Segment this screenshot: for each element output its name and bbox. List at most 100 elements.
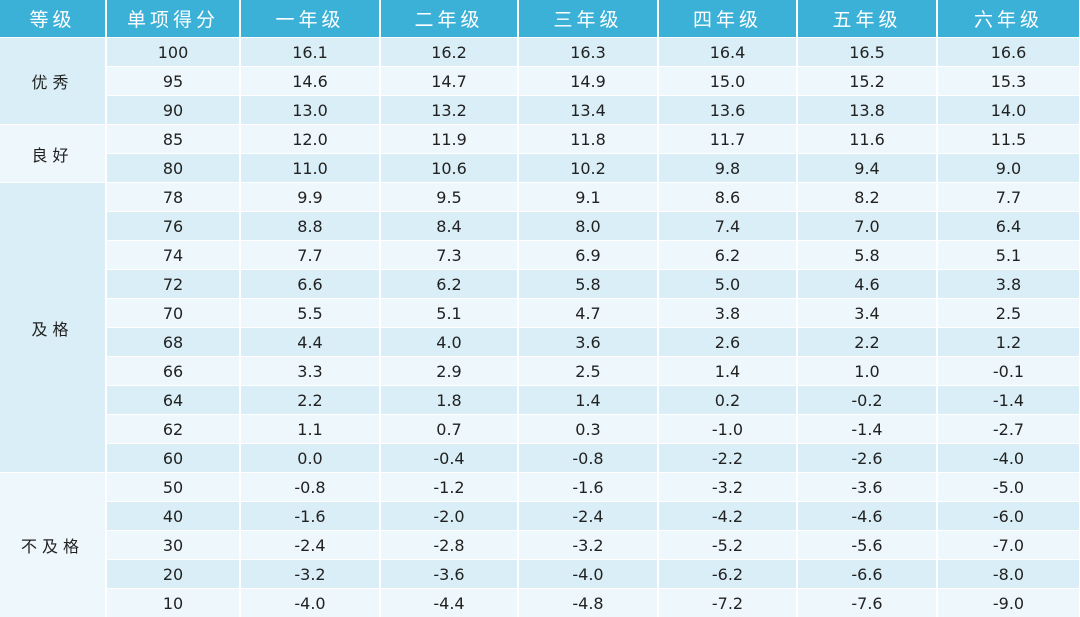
- value-cell: -2.0: [380, 502, 518, 531]
- value-cell: 16.2: [380, 38, 518, 67]
- value-cell: 15.0: [658, 67, 797, 96]
- value-cell: -0.1: [937, 357, 1080, 386]
- value-cell: 9.9: [240, 183, 380, 212]
- value-cell: -3.2: [240, 560, 380, 589]
- value-cell: 4.7: [518, 299, 658, 328]
- value-cell: 0.0: [240, 444, 380, 473]
- value-cell: 13.4: [518, 96, 658, 125]
- value-cell: 5.1: [380, 299, 518, 328]
- value-cell: 12.0: [240, 125, 380, 154]
- value-cell: -1.2: [380, 473, 518, 502]
- value-cell: 11.5: [937, 125, 1080, 154]
- score-cell: 74: [106, 241, 240, 270]
- value-cell: 16.1: [240, 38, 380, 67]
- value-cell: -2.8: [380, 531, 518, 560]
- value-cell: 2.5: [518, 357, 658, 386]
- value-cell: -6.2: [658, 560, 797, 589]
- column-header: 一年级: [240, 0, 380, 38]
- value-cell: -4.0: [937, 444, 1080, 473]
- score-cell: 64: [106, 386, 240, 415]
- value-cell: -0.8: [518, 444, 658, 473]
- value-cell: -7.6: [797, 589, 937, 617]
- value-cell: 8.2: [797, 183, 937, 212]
- value-cell: -0.4: [380, 444, 518, 473]
- value-cell: -3.2: [658, 473, 797, 502]
- value-cell: 8.8: [240, 212, 380, 241]
- value-cell: 5.8: [518, 270, 658, 299]
- value-cell: -7.2: [658, 589, 797, 617]
- value-cell: 1.1: [240, 415, 380, 444]
- value-cell: 15.2: [797, 67, 937, 96]
- value-cell: 5.8: [797, 241, 937, 270]
- value-cell: 13.0: [240, 96, 380, 125]
- value-cell: 16.6: [937, 38, 1080, 67]
- value-cell: -2.4: [240, 531, 380, 560]
- grade-label: 良好: [0, 125, 106, 183]
- score-cell: 20: [106, 560, 240, 589]
- value-cell: -4.0: [240, 589, 380, 617]
- value-cell: -5.2: [658, 531, 797, 560]
- value-cell: -1.0: [658, 415, 797, 444]
- value-cell: -4.8: [518, 589, 658, 617]
- value-cell: 10.6: [380, 154, 518, 183]
- table-row: 20-3.2-3.6-4.0-6.2-6.6-8.0: [0, 560, 1080, 589]
- value-cell: 1.0: [797, 357, 937, 386]
- value-cell: 16.5: [797, 38, 937, 67]
- score-cell: 76: [106, 212, 240, 241]
- value-cell: 3.8: [658, 299, 797, 328]
- value-cell: 2.6: [658, 328, 797, 357]
- table-row: 30-2.4-2.8-3.2-5.2-5.6-7.0: [0, 531, 1080, 560]
- grade-label: 及格: [0, 183, 106, 473]
- table-row: 40-1.6-2.0-2.4-4.2-4.6-6.0: [0, 502, 1080, 531]
- value-cell: 7.0: [797, 212, 937, 241]
- value-cell: 10.2: [518, 154, 658, 183]
- value-cell: -1.4: [937, 386, 1080, 415]
- value-cell: 13.6: [658, 96, 797, 125]
- value-cell: 7.7: [937, 183, 1080, 212]
- value-cell: 13.8: [797, 96, 937, 125]
- value-cell: 11.9: [380, 125, 518, 154]
- value-cell: -9.0: [937, 589, 1080, 617]
- score-cell: 90: [106, 96, 240, 125]
- value-cell: 7.4: [658, 212, 797, 241]
- value-cell: 16.4: [658, 38, 797, 67]
- grade-label: 不及格: [0, 473, 106, 617]
- value-cell: 2.2: [240, 386, 380, 415]
- value-cell: 14.7: [380, 67, 518, 96]
- value-cell: -2.7: [937, 415, 1080, 444]
- value-cell: -7.0: [937, 531, 1080, 560]
- value-cell: 14.0: [937, 96, 1080, 125]
- value-cell: 3.6: [518, 328, 658, 357]
- value-cell: 0.2: [658, 386, 797, 415]
- value-cell: -2.2: [658, 444, 797, 473]
- score-cell: 68: [106, 328, 240, 357]
- column-header: 六年级: [937, 0, 1080, 38]
- value-cell: -5.6: [797, 531, 937, 560]
- value-cell: -4.2: [658, 502, 797, 531]
- column-header: 五年级: [797, 0, 937, 38]
- value-cell: -6.0: [937, 502, 1080, 531]
- value-cell: 8.0: [518, 212, 658, 241]
- value-cell: 8.6: [658, 183, 797, 212]
- value-cell: 3.3: [240, 357, 380, 386]
- score-cell: 10: [106, 589, 240, 617]
- column-header: 单项得分: [106, 0, 240, 38]
- header-row: 等级单项得分一年级二年级三年级四年级五年级六年级: [0, 0, 1080, 38]
- score-cell: 70: [106, 299, 240, 328]
- value-cell: -5.0: [937, 473, 1080, 502]
- value-cell: 1.8: [380, 386, 518, 415]
- value-cell: 11.6: [797, 125, 937, 154]
- value-cell: 6.6: [240, 270, 380, 299]
- score-cell: 60: [106, 444, 240, 473]
- value-cell: -4.6: [797, 502, 937, 531]
